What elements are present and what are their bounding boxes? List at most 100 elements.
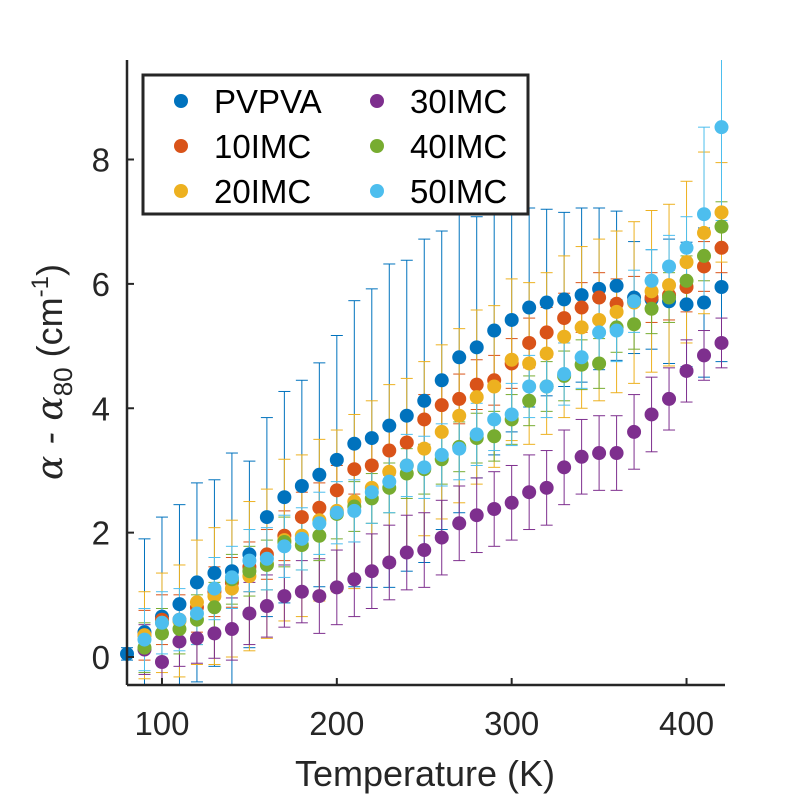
data-point (557, 329, 572, 344)
data-point (714, 240, 729, 255)
data-point (189, 575, 204, 590)
data-point (574, 300, 589, 315)
data-point (399, 545, 414, 560)
y-axis-title-unit: (cm (29, 297, 70, 367)
data-point (522, 335, 537, 350)
data-point (417, 441, 432, 456)
x-tick-label: 400 (659, 705, 714, 742)
data-point (434, 447, 449, 462)
legend-marker (370, 139, 384, 153)
data-point (172, 634, 187, 649)
data-point (557, 292, 572, 307)
data-point (469, 377, 484, 392)
data-point (259, 599, 274, 614)
data-point (557, 460, 572, 475)
data-point (329, 483, 344, 498)
data-point (347, 503, 362, 518)
legend-label: 10IMC (214, 128, 311, 165)
data-point (434, 398, 449, 413)
data-point (697, 348, 712, 363)
data-point (382, 474, 397, 489)
data-point (434, 530, 449, 545)
data-point (189, 595, 204, 610)
data-point (592, 356, 607, 371)
legend-label: PVPVA (214, 83, 322, 120)
data-point (154, 615, 169, 630)
data-point (469, 390, 484, 405)
data-point (329, 452, 344, 467)
data-point (207, 600, 222, 615)
legend-box (141, 73, 530, 216)
legend-marker (370, 184, 384, 198)
data-point (627, 424, 642, 439)
x-tick-label: 200 (309, 705, 364, 742)
data-point (522, 485, 537, 500)
y-axis-title-close: ) (29, 264, 70, 276)
legend-marker (174, 184, 188, 198)
data-point (452, 350, 467, 365)
data-point (382, 464, 397, 479)
data-point (662, 391, 677, 406)
data-point (504, 312, 519, 327)
data-point (487, 502, 502, 517)
y-axis-title-base: α - α (30, 396, 71, 480)
data-point (382, 443, 397, 458)
y-tick-label: 8 (92, 142, 110, 179)
data-point (644, 273, 659, 288)
data-point (714, 219, 729, 234)
data-point (294, 531, 309, 546)
data-point (662, 278, 677, 293)
x-axis-title: Temperature (K) (295, 753, 555, 794)
data-point (697, 259, 712, 274)
data-point (574, 449, 589, 464)
data-point (662, 290, 677, 305)
data-point (609, 304, 624, 319)
data-point (417, 393, 432, 408)
data-point (644, 284, 659, 299)
legend-label: 30IMC (410, 83, 507, 120)
data-points (120, 120, 729, 669)
data-point (417, 543, 432, 558)
data-point (679, 297, 694, 312)
data-point (697, 295, 712, 310)
data-point (224, 570, 239, 585)
y-tick-label: 4 (92, 390, 110, 427)
data-point (277, 490, 292, 505)
y-axis-title-superscript: -1 (27, 276, 54, 297)
data-point (609, 446, 624, 461)
data-point (364, 458, 379, 473)
axes (125, 60, 725, 687)
data-point (329, 580, 344, 595)
data-point (277, 589, 292, 604)
data-point (539, 346, 554, 361)
data-point (312, 467, 327, 482)
data-point (644, 407, 659, 422)
data-point (504, 407, 519, 422)
data-point (172, 612, 187, 627)
data-point (242, 606, 257, 621)
data-point (714, 120, 729, 135)
data-point (592, 325, 607, 340)
data-point (574, 288, 589, 303)
y-tick-label: 0 (92, 639, 110, 676)
data-point (329, 505, 344, 520)
data-point (504, 352, 519, 367)
data-point (679, 273, 694, 288)
data-point (609, 278, 624, 293)
data-point (697, 225, 712, 240)
data-point (592, 290, 607, 305)
data-point (592, 312, 607, 327)
data-point (557, 311, 572, 326)
data-point (539, 325, 554, 340)
data-point (137, 632, 152, 647)
data-point (172, 597, 187, 612)
data-point (487, 323, 502, 338)
data-point (539, 295, 554, 310)
data-point (382, 418, 397, 433)
data-point (399, 408, 414, 423)
data-point (574, 350, 589, 365)
y-tick-label: 6 (92, 266, 110, 303)
data-point (627, 294, 642, 309)
data-point (469, 508, 484, 523)
data-point (539, 480, 554, 495)
